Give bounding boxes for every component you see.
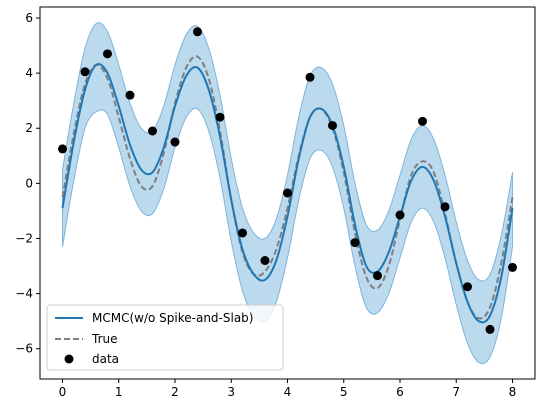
series-line-true bbox=[61, 55, 514, 320]
data-point bbox=[80, 67, 90, 77]
x-axis: 0 1 2 3 4 5 6 7 8 bbox=[59, 379, 517, 399]
x-tick-label: 3 bbox=[227, 385, 235, 399]
data-point bbox=[148, 126, 157, 136]
data-point bbox=[463, 282, 472, 292]
data-point bbox=[215, 112, 225, 122]
legend-label-mcmc: MCMC(w/o Spike-and-Slab) bbox=[92, 311, 253, 325]
data-point bbox=[440, 202, 450, 212]
data-point-layer bbox=[58, 27, 517, 334]
legend-swatch-data bbox=[64, 354, 74, 364]
y-tick-label: 0 bbox=[25, 176, 33, 190]
x-tick-label: 2 bbox=[171, 385, 179, 399]
y-axis: −6 −4 −2 0 2 4 6 bbox=[15, 11, 40, 356]
x-tick-label: 7 bbox=[452, 385, 460, 399]
data-point bbox=[125, 90, 135, 100]
data-point bbox=[485, 324, 495, 334]
legend-label-data: data bbox=[92, 352, 119, 366]
data-point bbox=[350, 238, 360, 248]
data-point bbox=[103, 49, 112, 59]
x-tick-label: 5 bbox=[340, 385, 348, 399]
x-tick-label: 8 bbox=[509, 385, 517, 399]
y-tick-label: −2 bbox=[15, 231, 33, 245]
data-point bbox=[373, 271, 382, 281]
data-point bbox=[260, 256, 270, 266]
x-tick-label: 0 bbox=[59, 385, 67, 399]
data-point bbox=[328, 120, 337, 130]
y-tick-label: 6 bbox=[25, 11, 33, 25]
line-layer bbox=[61, 55, 514, 324]
data-point bbox=[395, 210, 405, 220]
x-tick-label: 6 bbox=[396, 385, 404, 399]
data-point bbox=[193, 27, 202, 37]
data-point bbox=[283, 188, 292, 198]
legend-box bbox=[46, 304, 284, 371]
data-point bbox=[305, 72, 315, 82]
series-line-mcmc bbox=[61, 63, 514, 324]
legend: MCMC(w/o Spike-and-Slab) True data bbox=[46, 304, 284, 371]
y-tick-label: −6 bbox=[15, 342, 33, 356]
x-tick-label: 4 bbox=[284, 385, 292, 399]
x-tick-label: 1 bbox=[115, 385, 123, 399]
y-tick-label: 4 bbox=[25, 66, 33, 80]
data-point bbox=[508, 262, 517, 272]
data-point bbox=[58, 144, 67, 154]
data-point bbox=[418, 116, 427, 126]
data-point bbox=[238, 228, 247, 238]
y-tick-label: −4 bbox=[15, 287, 33, 301]
data-point bbox=[170, 137, 180, 147]
legend-label-true: True bbox=[91, 332, 118, 346]
y-tick-label: 2 bbox=[25, 121, 33, 135]
